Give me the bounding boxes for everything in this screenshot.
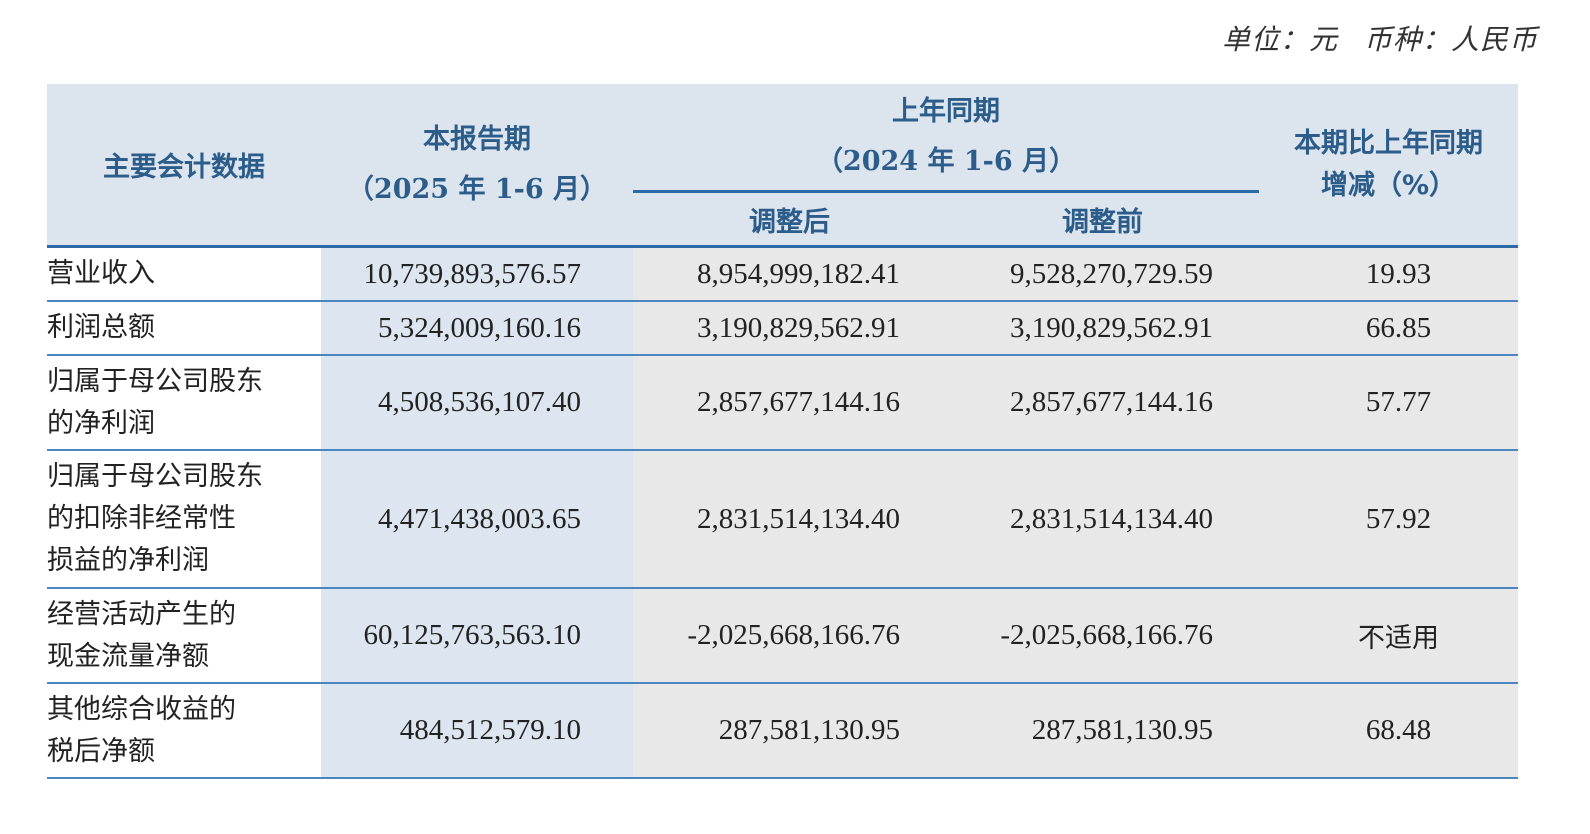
header-item-label: 主要会计数据 [103,152,265,183]
header-change-line1: 本期比上年同期 [1294,127,1484,159]
cell-prior-original: 287,581,130.95 [946,683,1260,779]
header-adjusted-after: 调整后 [633,191,946,248]
cell-current: 4,471,438,003.65 [321,450,633,589]
header-current-period-range: （2025 年 1-6 月） [346,173,608,205]
header-item: 主要会计数据 [47,84,321,248]
currency-label: 币种：人民币 [1363,23,1538,56]
row-label-line: 现金流量净额 [47,640,209,672]
cell-change: 19.93 [1259,246,1519,302]
cell-prior-adjusted: 2,831,514,134.40 [633,450,946,589]
row-label-line: 的净利润 [47,407,155,439]
row-label: 归属于母公司股东 的扣除非经常性 损益的净利润 [47,450,321,589]
header-change: 本期比上年同期 增减（%） [1259,84,1519,248]
cell-prior-adjusted: -2,025,668,166.76 [633,588,946,684]
row-label-line: 税后净额 [47,735,155,767]
cell-change: 66.85 [1259,301,1519,356]
row-label-line: 营业收入 [47,258,155,289]
row-label: 利润总额 [47,301,321,356]
row-label-line: 损益的净利润 [47,545,209,576]
table-row: 其他综合收益的 税后净额 484,512,579.10 287,581,130.… [47,683,1519,779]
cell-prior-original: 2,831,514,134.40 [946,450,1260,589]
cell-change: 68.48 [1259,683,1519,779]
row-label-line: 归属于母公司股东 [47,365,263,397]
row-label: 归属于母公司股东 的净利润 [47,355,321,451]
header-prior-period-range: （2024 年 1-6 月） [815,146,1077,177]
cell-prior-adjusted: 8,954,999,182.41 [633,246,946,302]
table-row: 营业收入 10,739,893,576.57 8,954,999,182.41 … [47,246,1519,302]
row-label-line: 的扣除非经常性 [47,503,236,534]
financial-data-table-container: 主要会计数据 本报告期 （2025 年 1-6 月） 上年同期 （2024 年 … [47,84,1519,779]
cell-current: 484,512,579.10 [321,683,633,779]
table-row: 归属于母公司股东 的扣除非经常性 损益的净利润 4,471,438,003.65… [47,450,1519,589]
header-adjusted-before: 调整前 [946,191,1260,248]
table-row: 归属于母公司股东 的净利润 4,508,536,107.40 2,857,677… [47,355,1519,451]
header-prior-period: 上年同期 （2024 年 1-6 月） [633,84,1260,193]
header-current-period: 本报告期 （2025 年 1-6 月） [321,84,633,248]
row-label-line: 利润总额 [47,312,155,343]
table-row: 利润总额 5,324,009,160.16 3,190,829,562.91 3… [47,301,1519,356]
row-label-line: 其他综合收益的 [47,693,236,725]
cell-current: 10,739,893,576.57 [321,246,633,302]
cell-prior-original: 9,528,270,729.59 [946,246,1260,302]
header-current-period-label: 本报告期 [423,123,531,155]
key-accounting-data-table: 主要会计数据 本报告期 （2025 年 1-6 月） 上年同期 （2024 年 … [47,84,1519,779]
cell-prior-adjusted: 3,190,829,562.91 [633,301,946,356]
cell-change: 不适用 [1259,588,1519,684]
row-label: 营业收入 [47,246,321,302]
cell-change: 57.92 [1259,450,1519,589]
header-change-line2: 增减（%） [1320,169,1457,201]
table-header: 主要会计数据 本报告期 （2025 年 1-6 月） 上年同期 （2024 年 … [47,84,1519,248]
unit-label: 单位：元 [1221,23,1338,56]
cell-prior-adjusted: 287,581,130.95 [633,683,946,779]
cell-current: 4,508,536,107.40 [321,355,633,451]
row-label-line: 经营活动产生的 [47,598,236,630]
table-row: 经营活动产生的 现金流量净额 60,125,763,563.10 -2,025,… [47,588,1519,684]
header-prior-period-label: 上年同期 [892,96,1000,127]
cell-current: 5,324,009,160.16 [321,301,633,356]
cell-change: 57.77 [1259,355,1519,451]
unit-note: 单位：元 币种：人民币 [1222,18,1538,58]
cell-prior-original: 3,190,829,562.91 [946,301,1260,356]
cell-current: 60,125,763,563.10 [321,588,633,684]
row-label: 经营活动产生的 现金流量净额 [47,588,321,684]
table-body: 营业收入 10,739,893,576.57 8,954,999,182.41 … [47,246,1519,779]
cell-prior-original: 2,857,677,144.16 [946,355,1260,451]
cell-prior-original: -2,025,668,166.76 [946,588,1260,684]
cell-prior-adjusted: 2,857,677,144.16 [633,355,946,451]
row-label-line: 归属于母公司股东 [47,461,263,492]
row-label: 其他综合收益的 税后净额 [47,683,321,779]
